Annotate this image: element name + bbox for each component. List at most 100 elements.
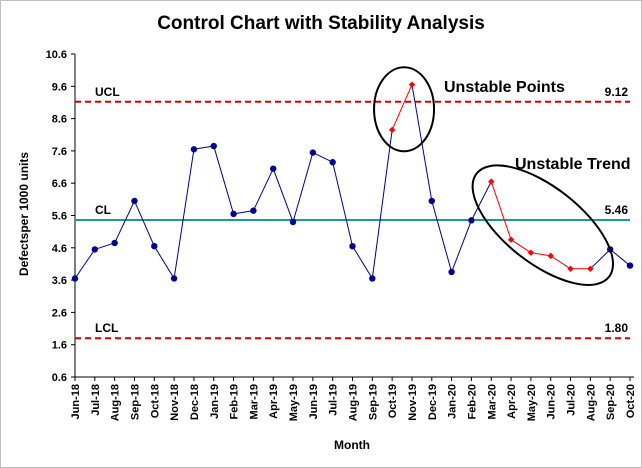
series-segment [530,252,551,257]
y-tick-label: 9.6 [52,81,67,93]
x-tick-label: Jun-18 [70,384,82,419]
y-tick-label: 1.6 [52,340,67,352]
x-axis: Jun-18 Jul-18 Aug-18 Sep-18 Oct-18 Nov-18 Dec-… [70,376,637,421]
x-tick-label: Sep-20 [605,384,617,420]
data-point [170,275,178,282]
data-series [71,81,634,282]
series-segment [213,145,235,215]
x-tick-label: Oct-19 [387,384,399,418]
series-segment [173,149,195,279]
data-point [210,142,217,150]
unstable-data-point [567,265,574,272]
data-point [91,246,99,253]
series-segment [352,245,373,279]
data-point [428,197,435,205]
series-segment [292,152,314,223]
x-tick-label: Jul-19 [328,384,340,416]
series-segment [74,249,96,279]
series-segment [114,200,135,244]
x-tick-label: Sep-18 [129,384,141,420]
x-tick-label: Nov-18 [169,384,181,421]
control-lines: UCL 9.12 CL 5.46 LCL 1.80 [75,85,630,340]
y-tick-label: 10.6 [46,49,67,61]
series-segment [153,245,175,279]
series-segment [609,249,631,266]
series-segment [252,168,274,211]
unstable-points-label: Unstable Points [444,79,565,96]
series-segment [590,249,611,270]
x-tick-label: Jun-20 [546,384,558,419]
x-tick-label: Jan-19 [209,384,221,419]
data-point [151,242,158,250]
x-tick-label: Mar-19 [248,384,260,419]
unstable-data-point [587,265,594,272]
x-tick-label: Jul-18 [90,384,102,416]
y-tick-label: 4.6 [52,243,67,255]
series-segment [332,162,353,247]
x-tick-label: Dec-18 [189,384,201,420]
cl-label: CL [95,203,111,217]
series-segment [451,220,472,273]
series-segment [94,242,115,250]
x-tick-label: Jul-20 [566,384,578,416]
series-segment [272,168,294,223]
series-segment [510,239,532,254]
x-tick-label: Oct-18 [149,384,161,418]
unstable-data-point [527,249,535,256]
series-segment [371,129,393,279]
series-segment [470,181,492,221]
x-axis-title: Month [334,438,370,452]
x-tick-label: Aug-18 [110,384,122,421]
ucl-label: UCL [95,85,120,99]
x-tick-label: Sep-19 [367,384,379,420]
y-tick-label: 8.6 [52,114,67,126]
annotations: Unstable Points Unstable Trend [373,66,631,286]
y-tick-label: 2.6 [52,307,67,319]
x-tick-label: Oct-20 [625,384,637,418]
x-tick-label: Dec-19 [427,384,439,420]
data-point [270,165,277,172]
x-tick-label: May-19 [288,384,300,421]
x-tick-label: Aug-19 [348,384,360,421]
data-point [626,262,634,269]
data-point [71,275,79,282]
x-tick-label: Apr-20 [506,384,518,419]
x-tick-label: Apr-19 [268,384,280,419]
unstable-trend-ellipse [471,164,615,286]
data-point [289,218,297,226]
y-tick-label: 0.6 [52,372,67,384]
y-axis-title: Defectsper 1000 units [17,152,31,276]
x-tick-label: Mar-20 [486,384,498,419]
ucl-value-label: 9.12 [605,85,629,99]
series-segment [431,200,453,273]
x-tick-label: Jun-19 [308,384,320,419]
series-segment [490,181,512,240]
data-point [349,242,356,250]
unstable-data-point [408,81,416,88]
data-point [448,268,455,276]
unstable-points-ellipse [373,66,436,153]
data-point [468,217,475,224]
y-tick-label: 7.6 [52,146,67,158]
series-segment [134,200,155,247]
data-point [250,207,257,214]
data-point [369,275,376,282]
x-tick-label: Feb-19 [229,384,241,419]
lcl-label: LCL [95,321,118,335]
x-tick-label: Feb-20 [466,384,478,419]
series-segment [233,210,254,215]
x-tick-label: Nov-19 [407,384,419,421]
unstable-data-point [388,126,396,134]
unstable-data-point [547,252,554,260]
x-tick-label: May-20 [526,384,538,421]
data-point [190,146,198,153]
series-segment [550,255,571,270]
unstable-data-point [488,178,495,185]
series-segment [391,84,413,131]
data-point [111,239,118,247]
x-tick-label: Jan-20 [447,384,459,419]
data-point [329,159,336,166]
series-segment [193,145,214,150]
